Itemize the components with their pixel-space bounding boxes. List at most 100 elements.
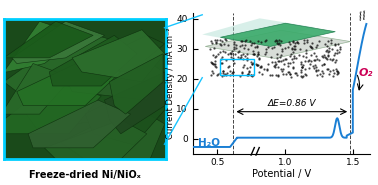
Point: [294, 41, 300, 43]
Point: [335, 72, 341, 75]
Point: [223, 73, 229, 76]
Point: [303, 51, 309, 54]
Y-axis label: Current Density / mA cm⁻²: Current Density / mA cm⁻²: [166, 27, 175, 139]
Point: [280, 62, 287, 65]
Point: [237, 74, 243, 77]
Point: [265, 45, 271, 48]
Point: [220, 69, 226, 72]
Polygon shape: [85, 78, 165, 145]
Point: [274, 53, 280, 56]
Point: [301, 42, 307, 45]
Point: [291, 48, 297, 51]
Point: [263, 48, 269, 51]
Point: [262, 39, 268, 42]
Point: [212, 59, 218, 62]
Point: [278, 54, 284, 57]
Point: [287, 54, 293, 57]
Point: [227, 69, 233, 72]
Point: [280, 59, 286, 62]
Point: [242, 55, 248, 58]
Point: [248, 43, 254, 46]
Point: [236, 50, 242, 53]
Point: [208, 47, 214, 50]
Point: [240, 53, 246, 55]
Point: [334, 70, 340, 73]
Point: [232, 52, 239, 55]
Point: [325, 68, 331, 71]
Polygon shape: [60, 106, 165, 159]
Point: [287, 73, 293, 76]
Point: [283, 73, 289, 75]
Point: [276, 42, 282, 45]
Point: [310, 64, 316, 67]
Point: [249, 63, 255, 65]
Point: [282, 57, 288, 60]
X-axis label: Potential / V: Potential / V: [252, 169, 311, 179]
Point: [223, 59, 229, 62]
Point: [307, 45, 313, 48]
Point: [212, 63, 218, 66]
Point: [257, 66, 263, 69]
Point: [333, 69, 339, 72]
Polygon shape: [4, 30, 125, 100]
Point: [245, 74, 251, 77]
Point: [239, 70, 245, 73]
Polygon shape: [20, 68, 142, 128]
Point: [275, 60, 281, 63]
Polygon shape: [28, 100, 130, 148]
Point: [210, 62, 216, 65]
Point: [294, 73, 300, 76]
Point: [278, 39, 284, 42]
Point: [267, 74, 273, 77]
Point: [283, 58, 289, 60]
Point: [297, 48, 303, 51]
Point: [233, 46, 239, 49]
Point: [221, 73, 227, 76]
Point: [263, 38, 269, 41]
Point: [304, 39, 310, 42]
Point: [277, 43, 283, 46]
Point: [228, 53, 234, 55]
Point: [308, 46, 314, 49]
Point: [246, 69, 253, 72]
Point: [291, 56, 297, 59]
Point: [303, 55, 309, 58]
Text: H₂O: H₂O: [198, 138, 220, 148]
Polygon shape: [205, 30, 350, 58]
Point: [333, 67, 339, 70]
Point: [252, 45, 258, 48]
Point: [298, 68, 304, 71]
Point: [336, 50, 342, 53]
Point: [240, 65, 246, 68]
Point: [226, 65, 232, 68]
Point: [316, 59, 322, 62]
Point: [218, 62, 225, 65]
Point: [223, 38, 229, 41]
Point: [272, 66, 278, 69]
Point: [333, 59, 339, 62]
Point: [330, 71, 336, 74]
Point: [243, 56, 249, 59]
Point: [259, 72, 265, 75]
Point: [212, 55, 218, 58]
Point: [279, 49, 285, 52]
Point: [296, 54, 302, 57]
Text: Freeze-dried Ni/NiOₓ: Freeze-dried Ni/NiOₓ: [29, 170, 141, 180]
Point: [299, 66, 305, 69]
Point: [331, 54, 337, 57]
Point: [332, 61, 338, 64]
Point: [319, 75, 325, 78]
Point: [214, 73, 220, 76]
Point: [326, 47, 332, 50]
Point: [242, 43, 248, 46]
Point: [215, 73, 221, 76]
Point: [273, 39, 279, 42]
Point: [241, 63, 247, 66]
Point: [249, 62, 255, 65]
Point: [307, 67, 313, 70]
Point: [313, 65, 319, 68]
Point: [241, 47, 247, 50]
Point: [273, 62, 279, 65]
Polygon shape: [220, 23, 335, 46]
Point: [285, 70, 291, 73]
